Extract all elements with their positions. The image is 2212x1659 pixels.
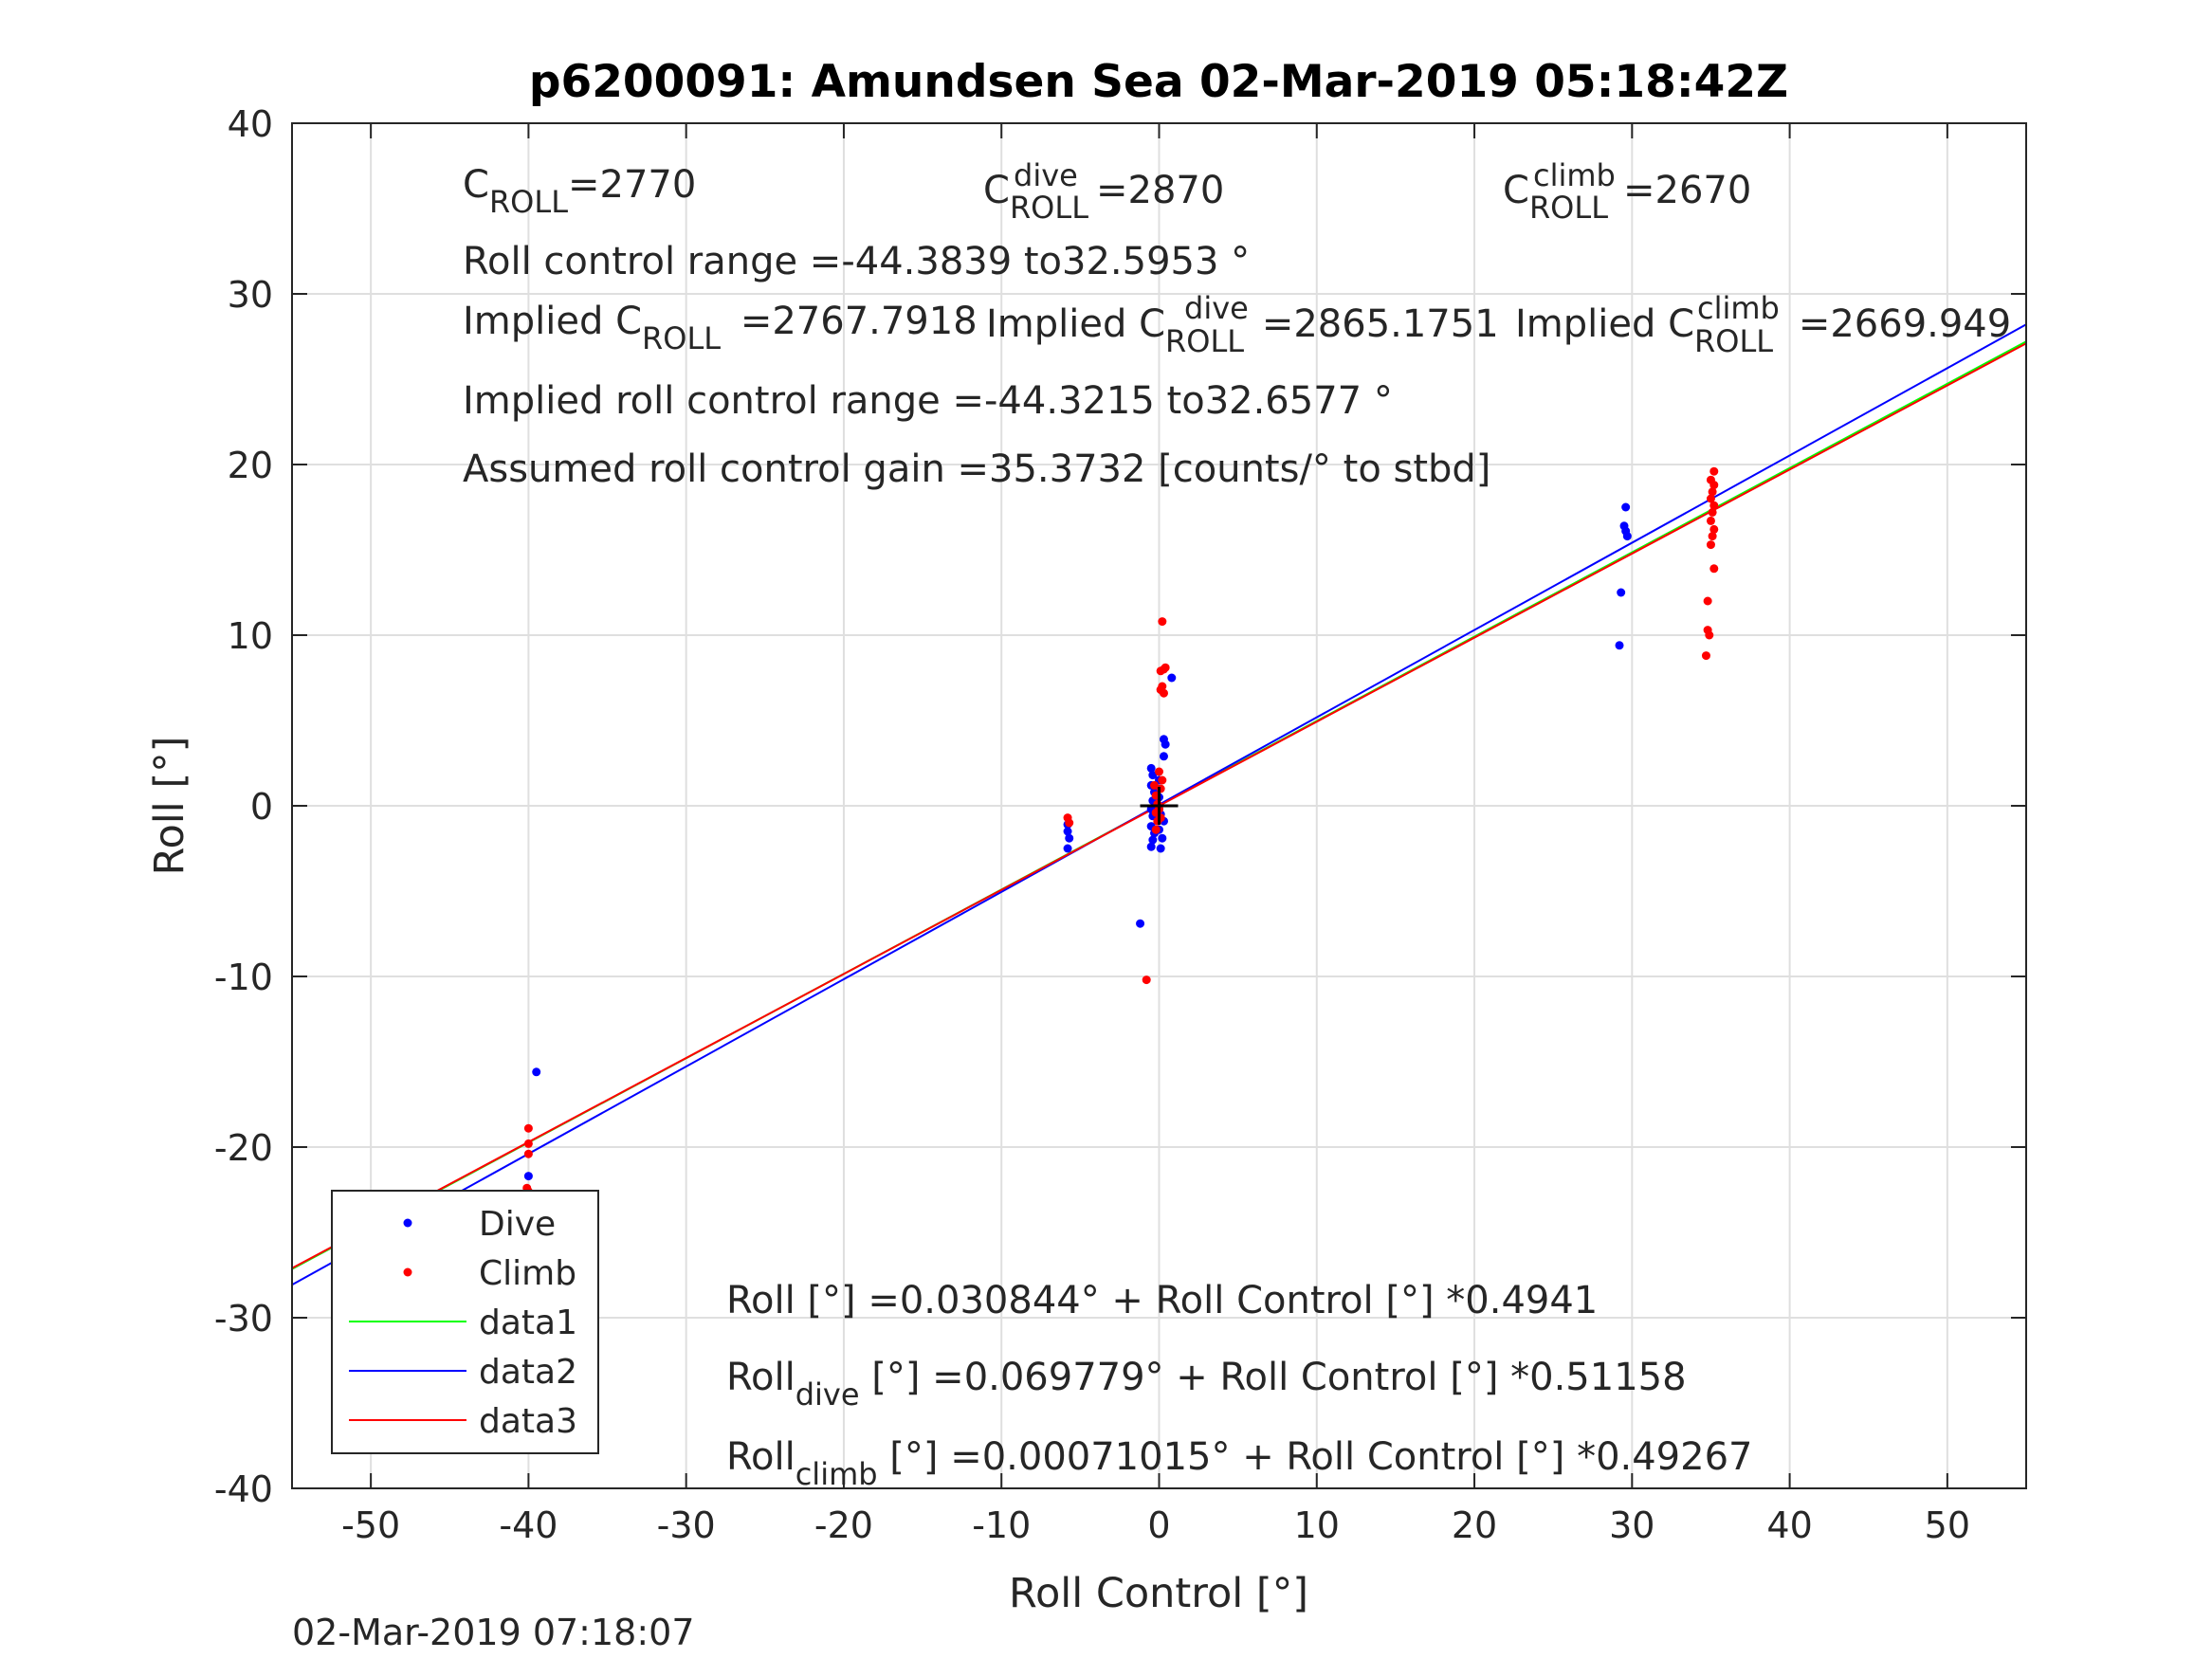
point-climb [1709,524,1719,534]
point-climb [1708,487,1717,497]
point-climb [1151,825,1161,834]
legend-label-data2: data2 [479,1353,577,1392]
legend-label-climb: Climb [479,1254,576,1293]
point-dive [1063,827,1072,836]
x-tick-label: 40 [1766,1504,1812,1546]
point-dive [1615,641,1624,650]
x-tick-label: 20 [1452,1504,1497,1546]
implied-climb-sup: climb [1697,290,1780,326]
point-climb [1705,630,1714,640]
legend-label-dive: Dive [479,1205,556,1244]
point-climb [1706,475,1715,484]
y-tick-label: -10 [214,957,273,998]
point-climb [1706,540,1715,550]
y-tick-label: 10 [228,615,273,657]
legend: Dive Climb data1 data2 data3 [331,1190,599,1454]
point-climb [1065,818,1074,828]
implied-dive-sup: dive [1184,290,1249,326]
point-climb [1701,651,1710,661]
implied-dive-annotation: Implied CROLL =2865.1751 [986,302,1499,359]
y-tick-label: -20 [214,1127,273,1169]
point-climb [1158,617,1167,627]
implied-c-roll-annotation: Implied CROLL =2767.7918 [463,300,978,356]
point-climb [1159,688,1168,698]
implied-roll-control-range: Implied roll control range =-44.3215 to3… [463,379,1393,423]
fit-equation-all: Roll [°] =0.030844° + Roll Control [°] *… [726,1279,1598,1322]
point-climb [1709,501,1719,510]
point-dive [1136,919,1145,928]
c-climb-sup: climb [1533,157,1616,193]
x-tick-label: -10 [972,1504,1031,1546]
point-dive [1161,739,1170,749]
y-tick-label: 30 [228,274,273,316]
point-dive [532,1067,541,1077]
point-climb [1706,516,1715,525]
y-tick-label: 20 [228,445,273,486]
chart-title: p6200091: Amundsen Sea 02-Mar-2019 05:18… [529,56,1788,108]
y-tick-label: -30 [214,1298,273,1340]
point-climb [1155,767,1163,776]
point-climb [523,1123,533,1133]
roll-control-gain: Assumed roll control gain =35.3732 [coun… [463,447,1490,491]
point-dive [1065,833,1074,843]
point-climb [1709,564,1719,574]
c-roll-annotation: CROLL=2770 [463,163,696,220]
point-dive [1146,763,1156,773]
point-dive [1621,502,1631,512]
fit-equation-climb: Rollclimb [°] =0.00071015° + Roll Contro… [726,1435,1752,1492]
x-tick-label: -40 [499,1504,558,1546]
point-climb [1158,775,1167,785]
point-climb [1158,682,1167,691]
point-climb [1706,494,1715,503]
point-climb [1161,663,1170,672]
point-dive [1158,833,1167,843]
c-dive-sup: dive [1014,157,1078,193]
y-tick-label: 0 [250,786,273,828]
x-tick-label: -20 [814,1504,873,1546]
x-tick-label: 50 [1925,1504,1970,1546]
x-tick-label: 30 [1609,1504,1654,1546]
point-dive [1622,532,1632,541]
point-climb [1150,780,1160,790]
point-dive [1063,844,1072,853]
point-climb [523,1139,533,1148]
point-dive [523,1172,533,1181]
point-climb [1708,532,1717,541]
legend-label-data1: data1 [479,1304,577,1342]
point-dive [1148,771,1158,780]
point-dive [1148,835,1158,845]
point-dive [1617,588,1626,597]
x-tick-label: 0 [1147,1504,1170,1546]
point-climb [1709,466,1719,476]
roll-control-range: Roll control range =-44.3839 to32.5953 ° [463,240,1250,283]
y-axis-label: Roll [°] [146,737,193,876]
c-climb-annotation: CROLL =2670 [1503,169,1751,226]
origin-marker [1140,787,1179,825]
x-tick-label: -30 [657,1504,716,1546]
x-tick-label: -50 [341,1504,400,1546]
point-climb [1142,975,1151,985]
axis-ticks: -50 -40 -30 -20 -10 0 10 20 30 40 50 -40 -30 -20 -10 0 1… [214,103,2026,1546]
c-dive-annotation: CROLL =2870 [983,169,1224,226]
point-dive [1146,842,1156,851]
x-axis-label: Roll Control [°] [1009,1570,1308,1617]
point-dive [1167,673,1177,683]
x-tick-label: 10 [1294,1504,1340,1546]
footer-timestamp: 02-Mar-2019 07:18:07 [292,1612,695,1653]
point-climb [523,1149,533,1158]
implied-climb-annotation: Implied CROLL =2669.949 [1515,302,2011,359]
point-climb [1708,507,1717,517]
y-tick-label: 40 [228,103,273,145]
y-tick-label: -40 [214,1468,273,1510]
legend-marker-dive [403,1218,412,1228]
legend-marker-climb [403,1267,412,1277]
legend-label-data3: data3 [479,1402,577,1441]
fit-equation-dive: Rolldive [°] =0.069779° + Roll Control [… [726,1356,1687,1413]
point-dive [1156,844,1165,853]
point-climb [1703,596,1712,606]
point-dive [1159,752,1168,761]
